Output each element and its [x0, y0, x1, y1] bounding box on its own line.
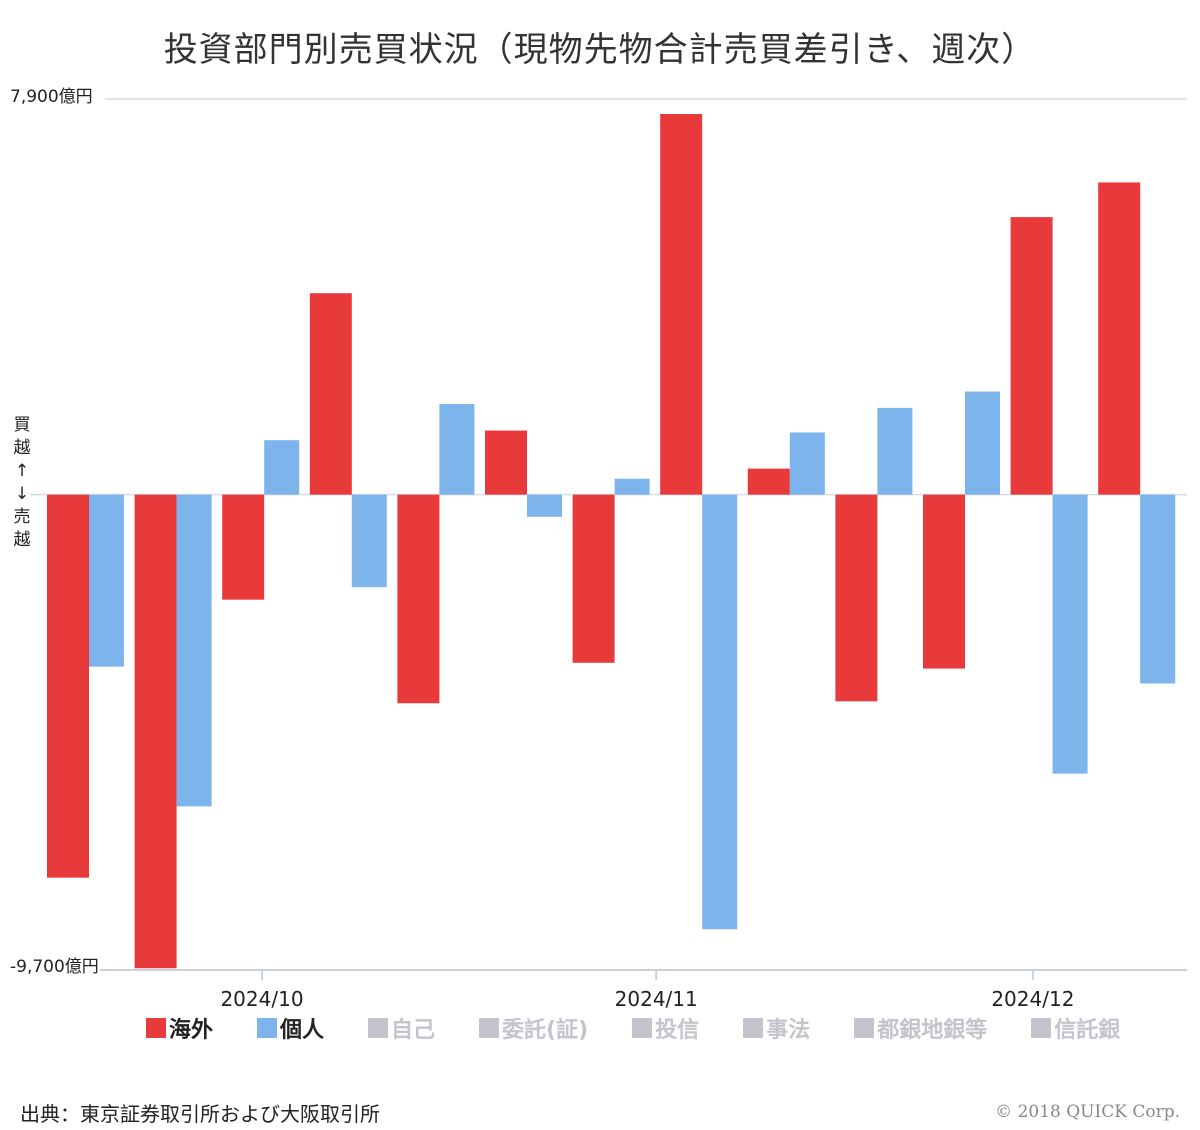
direction-char: 売 — [13, 507, 31, 527]
y-axis-min-label: -9,700億円 — [10, 957, 99, 977]
x-ticks-group — [261, 970, 1034, 980]
legend-label: 信託銀 — [1054, 1018, 1121, 1043]
x-tick-label: 2024/12 — [991, 987, 1075, 1011]
bar-kaigai-week-13 — [1098, 182, 1141, 495]
bar-kojin-week-10 — [877, 407, 913, 495]
bar-kaigai-week-9 — [747, 468, 790, 495]
bar-kojin-week-8 — [702, 494, 738, 930]
legend-label: 投信 — [655, 1018, 700, 1043]
legend-label: 都銀地銀等 — [877, 1018, 988, 1043]
direction-char: 越 — [13, 438, 31, 458]
bar-kojin-week-6 — [527, 494, 562, 517]
legend-swatch — [368, 1018, 389, 1038]
legend-swatch — [1031, 1018, 1052, 1038]
legend-item-itaku[interactable]: 委託(証) — [479, 1014, 589, 1043]
legend-item-shintaku[interactable]: 信託銀 — [1031, 1014, 1121, 1043]
x-tick-label: 2024/11 — [614, 987, 698, 1011]
chart-title: 投資部門別売買状況（現物先物合計売買差引き、週次） — [163, 30, 1037, 70]
bar-kojin-week-12 — [1052, 494, 1088, 774]
bar-kojin-week-5 — [439, 404, 475, 495]
direction-char: ↓ — [14, 484, 30, 504]
bar-kaigai-week-11 — [923, 494, 965, 669]
bar-kojin-week-13 — [1140, 494, 1176, 684]
legend-label: 事法 — [766, 1018, 811, 1043]
legend-item-kojin[interactable]: 個人 — [257, 1014, 325, 1043]
bar-kojin-week-11 — [965, 391, 1000, 495]
direction-char: 買 — [13, 415, 31, 435]
direction-char: 越 — [13, 530, 31, 550]
legend-item-togin[interactable]: 都銀地銀等 — [854, 1014, 988, 1043]
y-axis-max-label: 7,900億円 — [10, 87, 93, 107]
legend-swatch — [854, 1018, 875, 1038]
legend: 海外 個人 自己 委託(証) 投信 事法 都銀地銀等 信託銀 — [146, 1014, 1146, 1043]
legend-label: 委託(証) — [502, 1018, 589, 1043]
bar-kojin-week-9 — [789, 432, 825, 495]
legend-label: 個人 — [280, 1018, 325, 1043]
x-tick-label: 2024/10 — [220, 987, 304, 1011]
bar-kojin-week-4 — [351, 494, 387, 588]
direction-char: ↑ — [14, 461, 30, 481]
legend-item-jiko[interactable]: 自己 — [368, 1014, 436, 1043]
bar-kaigai-week-1 — [47, 494, 89, 878]
legend-swatch — [632, 1018, 653, 1038]
bar-kaigai-week-2 — [134, 494, 177, 969]
legend-swatch — [743, 1018, 764, 1038]
source-note: 出典：東京証券取引所および大阪取引所 — [20, 1102, 380, 1126]
bar-kaigai-week-4 — [309, 293, 352, 495]
bar-kaigai-week-3 — [222, 494, 265, 600]
legend-label: 自己 — [391, 1018, 436, 1043]
buy-sell-direction-label: 買 越 ↑ ↓ 売 越 — [12, 414, 32, 552]
bar-kaigai-week-8 — [660, 114, 703, 495]
bar-kaigai-week-12 — [1010, 217, 1053, 495]
bar-chart-plot — [30, 98, 1187, 980]
bar-kaigai-week-10 — [835, 494, 878, 702]
legend-swatch — [146, 1018, 166, 1038]
legend-swatch — [479, 1018, 500, 1038]
legend-swatch — [257, 1018, 278, 1038]
bars-group — [47, 114, 1176, 969]
legend-label: 海外 — [169, 1018, 214, 1043]
bar-kojin-week-2 — [176, 494, 212, 807]
bar-kojin-week-3 — [264, 440, 300, 495]
bar-kaigai-week-5 — [397, 494, 440, 704]
copyright-note: © 2018 QUICK Corp. — [995, 1102, 1180, 1122]
legend-item-jiho[interactable]: 事法 — [743, 1014, 811, 1043]
legend-item-toshin[interactable]: 投信 — [632, 1014, 700, 1043]
bar-kaigai-week-6 — [485, 430, 527, 495]
bar-kojin-week-7 — [614, 478, 650, 495]
legend-item-kaigai[interactable]: 海外 — [146, 1014, 214, 1043]
bar-kaigai-week-7 — [572, 494, 615, 663]
bar-kojin-week-1 — [89, 494, 124, 667]
